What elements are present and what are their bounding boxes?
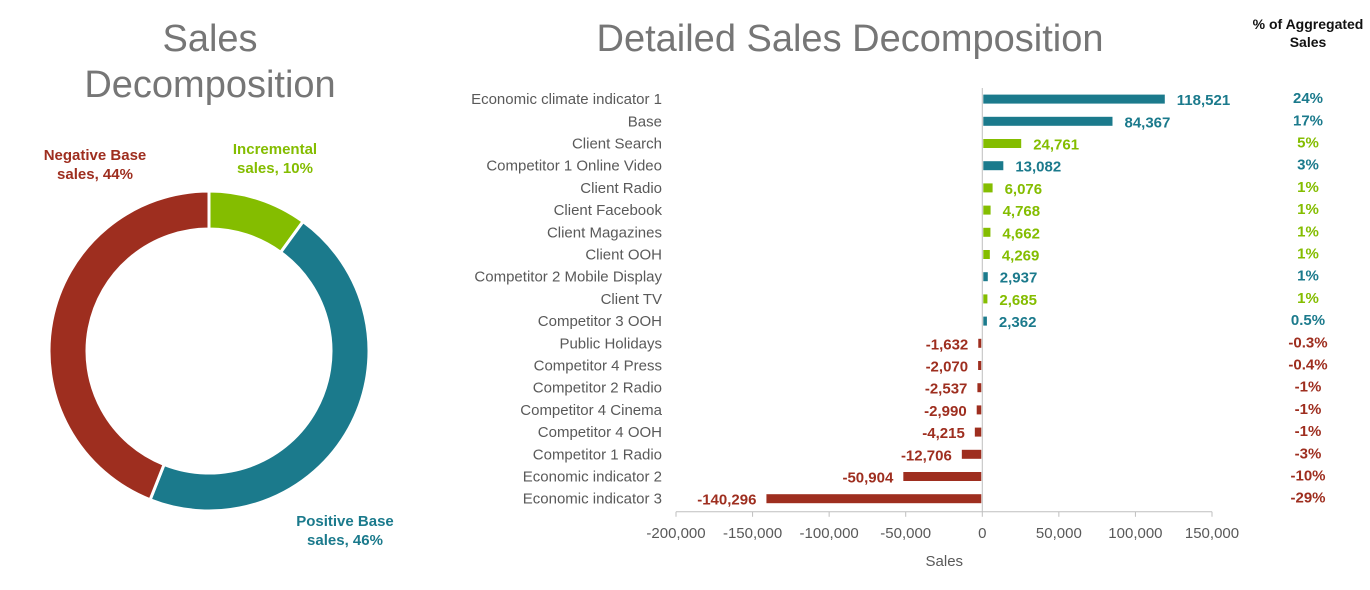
category-label: Competitor 4 Press xyxy=(534,358,662,375)
x-tick-label: 50,000 xyxy=(1036,525,1082,542)
pct-value-label: 0.5% xyxy=(1291,312,1325,329)
pct-value-label: -1% xyxy=(1295,423,1322,440)
bar-value-label: 2,685 xyxy=(999,292,1037,309)
bar xyxy=(983,250,990,259)
category-label: Client Facebook xyxy=(554,202,663,219)
pct-value-label: -0.3% xyxy=(1288,334,1327,351)
x-tick-label: 100,000 xyxy=(1108,525,1162,542)
bar-chart-title: Detailed Sales Decomposition xyxy=(596,18,1104,60)
pct-value-label: 1% xyxy=(1297,201,1319,218)
x-tick-label: -200,000 xyxy=(646,525,705,542)
bar xyxy=(976,405,982,415)
x-tick-label: -50,000 xyxy=(880,525,931,542)
donut-slice-label: Incremental sales, 10% xyxy=(232,141,318,177)
pct-value-label: 24% xyxy=(1293,90,1323,107)
category-label: Competitor 3 OOH xyxy=(538,313,662,330)
bar xyxy=(766,494,982,504)
bar xyxy=(961,449,982,459)
x-tick-label: -150,000 xyxy=(723,525,782,542)
donut-chart-title: Sales Decomposition xyxy=(84,18,336,106)
pct-value-label: -3% xyxy=(1295,445,1322,462)
category-label: Competitor 2 Mobile Display xyxy=(474,269,662,286)
x-tick-label: -100,000 xyxy=(800,525,859,542)
donut-slice xyxy=(47,189,211,502)
category-label: Economic indicator 3 xyxy=(523,491,662,508)
bar xyxy=(977,383,982,393)
category-label: Public Holidays xyxy=(559,335,662,352)
bar-value-label: 4,662 xyxy=(1002,225,1040,242)
bar-value-label: -2,070 xyxy=(926,359,969,376)
bar xyxy=(974,427,982,437)
bar xyxy=(983,272,988,282)
category-label: Client OOH xyxy=(585,247,662,264)
pct-column-header: % of Aggregated Sales xyxy=(1252,16,1364,50)
bar xyxy=(983,139,1022,148)
bar-value-label: 2,937 xyxy=(1000,270,1038,287)
category-label: Economic climate indicator 1 xyxy=(471,91,662,108)
bar xyxy=(978,338,982,348)
category-label: Client Search xyxy=(572,136,662,153)
pct-value-label: 5% xyxy=(1297,135,1319,152)
category-label: Client Magazines xyxy=(547,224,662,241)
bar-value-label: -50,904 xyxy=(842,470,894,487)
pct-value-label: -0.4% xyxy=(1288,357,1327,374)
bar-value-label: 2,362 xyxy=(999,314,1037,331)
bar-value-label: 4,269 xyxy=(1002,248,1040,265)
donut-slice-label: Positive Base sales, 46% xyxy=(296,513,394,549)
category-label: Competitor 4 Cinema xyxy=(520,402,662,419)
pct-value-label: -10% xyxy=(1290,468,1325,485)
x-tick-label: 150,000 xyxy=(1185,525,1239,542)
category-label: Client TV xyxy=(601,291,662,308)
bar-value-label: 24,761 xyxy=(1033,137,1079,154)
bar xyxy=(903,472,982,481)
x-tick-label: 0 xyxy=(978,525,986,542)
bar-value-label: -4,215 xyxy=(922,425,965,442)
bar xyxy=(983,227,991,237)
bar xyxy=(983,205,991,215)
donut-slice-label: Negative Base sales, 44% xyxy=(43,147,147,183)
category-label: Economic indicator 2 xyxy=(523,469,662,486)
category-label: Competitor 1 Radio xyxy=(533,446,662,463)
pct-value-label: -1% xyxy=(1295,401,1322,418)
bar xyxy=(983,183,993,193)
bar-value-label: -1,632 xyxy=(926,336,969,353)
bar-value-label: -140,296 xyxy=(697,492,756,509)
pct-value-label: 1% xyxy=(1297,179,1319,196)
category-label: Base xyxy=(628,113,662,130)
pct-value-label: 1% xyxy=(1297,246,1319,263)
bar-value-label: -2,537 xyxy=(925,381,968,398)
pct-value-label: 3% xyxy=(1297,157,1319,174)
bar xyxy=(978,361,982,370)
pct-value-label: 1% xyxy=(1297,223,1319,240)
bar xyxy=(983,161,1004,171)
pct-value-label: 1% xyxy=(1297,268,1319,285)
bar xyxy=(983,294,988,304)
bar xyxy=(983,316,987,326)
bar xyxy=(983,116,1113,126)
bar-value-label: 6,076 xyxy=(1005,181,1043,198)
pct-value-label: -29% xyxy=(1290,490,1325,507)
pct-value-label: 17% xyxy=(1293,112,1323,129)
pct-value-label: -1% xyxy=(1295,379,1322,396)
category-label: Competitor 2 Radio xyxy=(533,380,662,397)
category-label: Competitor 4 OOH xyxy=(538,424,662,441)
pct-value-label: 1% xyxy=(1297,290,1319,307)
x-axis-label: Sales xyxy=(926,553,964,570)
donut-slice xyxy=(148,219,371,513)
bar-value-label: -12,706 xyxy=(901,447,952,464)
category-label: Client Radio xyxy=(580,180,662,197)
bar-value-label: 4,768 xyxy=(1003,203,1041,220)
bar-value-label: 13,082 xyxy=(1015,159,1061,176)
bar-value-label: -2,990 xyxy=(924,403,967,420)
category-label: Competitor 1 Online Video xyxy=(486,158,662,175)
bar-value-label: 84,367 xyxy=(1124,114,1170,131)
bar-value-label: 118,521 xyxy=(1177,92,1230,109)
bar xyxy=(983,94,1165,104)
